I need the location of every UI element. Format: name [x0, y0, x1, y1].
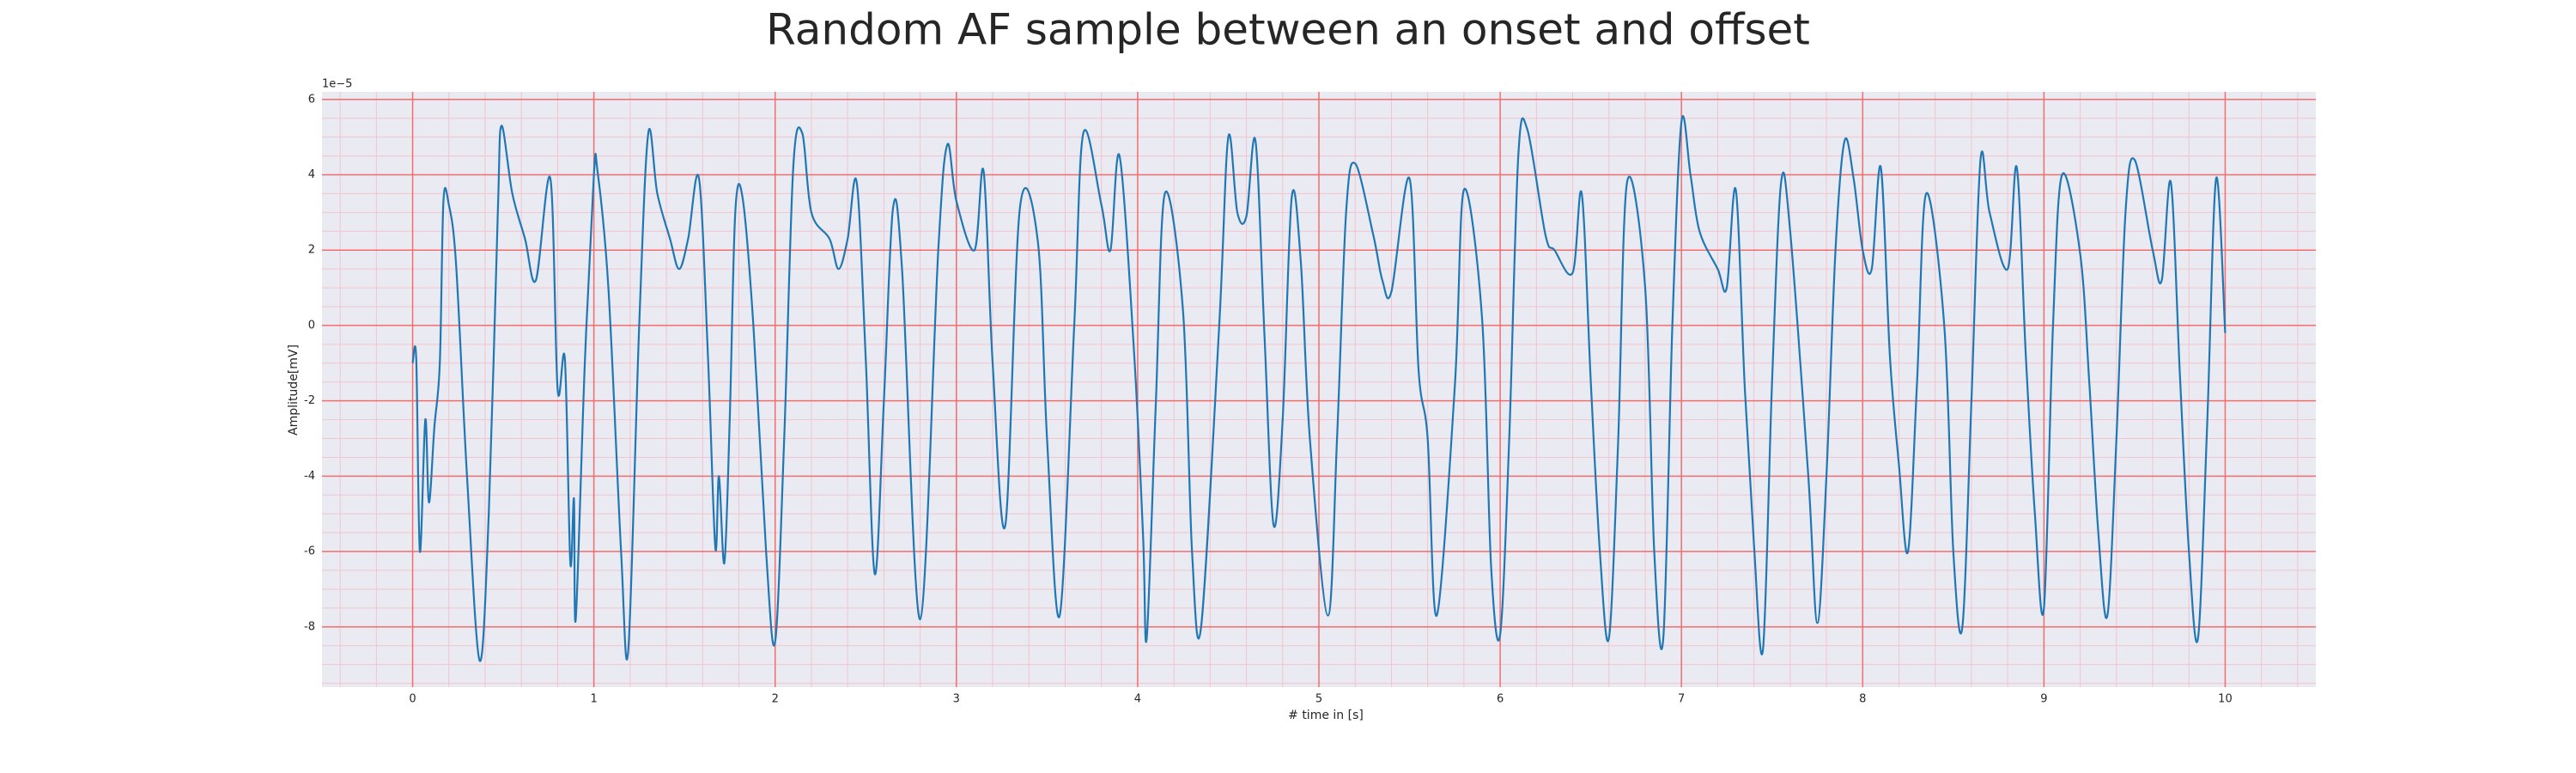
- y-offset-text: 1e−5: [322, 78, 352, 91]
- y-tick-label: -4: [304, 470, 315, 483]
- chart-title: Random AF sample between an onset and of…: [766, 5, 1810, 55]
- x-tick-label: 10: [2218, 693, 2233, 706]
- x-tick-label: 2: [772, 693, 779, 706]
- y-tick-label: 6: [308, 93, 315, 106]
- x-axis-label: # time in [s]: [1288, 709, 1364, 722]
- y-tick-label: 4: [308, 168, 315, 181]
- y-tick-label: -2: [304, 394, 315, 407]
- y-tick-label: 0: [308, 319, 315, 332]
- x-tick-label: 6: [1497, 693, 1504, 706]
- x-tick-label: 9: [2040, 693, 2047, 706]
- x-tick-label: 7: [1678, 693, 1685, 706]
- data-line: [411, 114, 2227, 662]
- x-tick-label: 3: [953, 693, 960, 706]
- x-tick-label: 1: [590, 693, 597, 706]
- x-tick-label: 0: [409, 693, 416, 706]
- y-tick-label: -6: [304, 545, 315, 558]
- y-tick-label: 2: [308, 244, 315, 257]
- y-axis-label: Amplitude[mV]: [287, 344, 301, 435]
- x-tick-label: 5: [1315, 693, 1322, 706]
- x-tick-label: 4: [1134, 693, 1141, 706]
- x-tick-label: 8: [1859, 693, 1866, 706]
- y-tick-label: -8: [304, 620, 315, 633]
